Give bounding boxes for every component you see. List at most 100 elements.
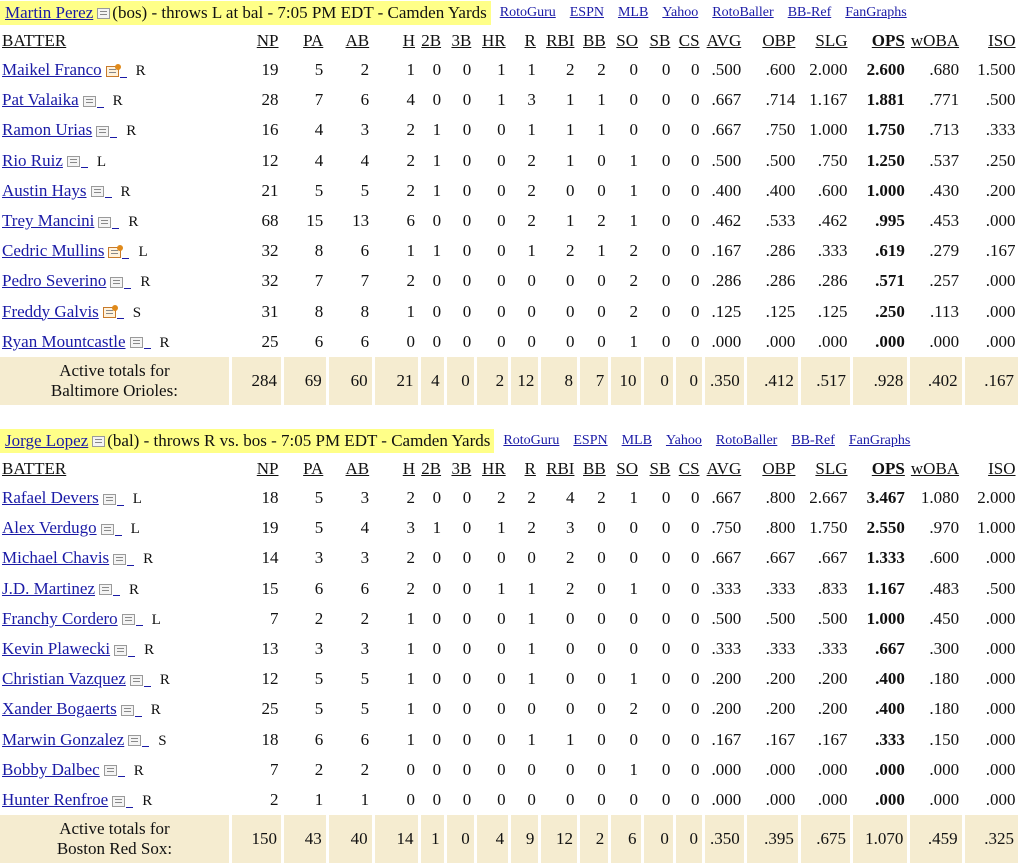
batter-name-link[interactable]: Austin Hays (2, 180, 87, 200)
note-icon[interactable] (92, 435, 106, 447)
column-header-woba[interactable]: wOBA (910, 458, 960, 478)
column-header-woba[interactable]: wOBA (910, 30, 960, 50)
column-header-3b[interactable]: 3B (451, 458, 472, 478)
column-header-rbi[interactable]: RBI (546, 458, 575, 478)
column-header-slg[interactable]: SLG (815, 30, 848, 50)
batter-name-link[interactable]: Bobby Dalbec (2, 759, 100, 779)
batter-name-link[interactable]: Trey Mancini (2, 211, 95, 231)
column-header-obp[interactable]: OBP (762, 30, 796, 50)
link-rotoballer[interactable]: RotoBaller (712, 5, 774, 20)
link-mlb[interactable]: MLB (617, 5, 649, 20)
batter-name-link[interactable]: Xander Bogaerts (2, 699, 117, 719)
news-note-icon[interactable] (105, 63, 121, 77)
batter-name-link[interactable]: Freddy Galvis (2, 301, 99, 321)
note-icon[interactable] (98, 216, 112, 228)
batter-name-link[interactable]: Hunter Renfroe (2, 789, 109, 809)
column-header-cs[interactable]: CS (678, 30, 700, 50)
note-icon[interactable] (113, 554, 127, 566)
column-header-ab[interactable]: AB (345, 458, 370, 478)
note-icon[interactable] (96, 126, 110, 138)
link-yahoo[interactable]: Yahoo (665, 433, 702, 448)
column-header-h[interactable]: H (402, 458, 416, 478)
note-icon[interactable] (66, 156, 80, 168)
note-icon[interactable] (103, 765, 117, 777)
column-header-ops[interactable]: OPS (871, 458, 905, 478)
batter-name-link[interactable]: Rafael Devers (2, 488, 99, 508)
note-icon[interactable] (97, 7, 111, 19)
column-header-ab[interactable]: AB (345, 30, 370, 50)
batter-name-link[interactable]: Alex Verdugo (2, 518, 97, 538)
column-header-ops[interactable]: OPS (871, 30, 905, 50)
news-note-icon[interactable] (102, 305, 118, 319)
column-header-so[interactable]: SO (616, 30, 639, 50)
batter-name-link[interactable]: Marwin Gonzalez (2, 729, 125, 749)
note-icon[interactable] (90, 186, 104, 198)
column-header-2b[interactable]: 2B (421, 458, 442, 478)
batter-name-link[interactable]: Christian Vazquez (2, 669, 126, 689)
note-icon[interactable] (129, 337, 143, 349)
column-header-2b[interactable]: 2B (421, 30, 442, 50)
batter-name-link[interactable]: Kevin Plawecki (2, 639, 111, 659)
column-header-pa[interactable]: PA (303, 458, 324, 478)
link-mlb[interactable]: MLB (621, 433, 652, 448)
batter-name-link[interactable]: Pat Valaika (2, 90, 79, 110)
link-rotoguru[interactable]: RotoGuru (503, 433, 560, 448)
link-bbref[interactable]: BB-Ref (787, 5, 832, 20)
batter-name-link[interactable]: Rio Ruiz (2, 150, 63, 170)
column-header-sb[interactable]: SB (649, 458, 671, 478)
column-header-bb[interactable]: BB (583, 30, 606, 50)
batter-name-link[interactable]: Michael Chavis (2, 548, 110, 568)
column-header-pa[interactable]: PA (303, 30, 324, 50)
batter-name-link[interactable]: J.D. Martinez (2, 578, 96, 598)
column-header-iso[interactable]: ISO (988, 458, 1016, 478)
news-note-icon[interactable] (108, 244, 124, 258)
column-header-avg[interactable]: AVG (706, 30, 742, 50)
link-espn[interactable]: ESPN (573, 433, 608, 448)
batter-name-link[interactable]: Ryan Mountcastle (2, 331, 126, 351)
column-header-bb[interactable]: BB (583, 458, 606, 478)
column-header-rbi[interactable]: RBI (546, 30, 575, 50)
column-header-so[interactable]: SO (616, 458, 639, 478)
column-header-r[interactable]: R (524, 30, 536, 50)
note-icon[interactable] (114, 644, 128, 656)
note-icon[interactable] (128, 735, 142, 747)
pitcher-name-link[interactable]: Jorge Lopez (5, 431, 89, 450)
batter-name-link[interactable]: Pedro Severino (2, 271, 107, 291)
column-header-slg[interactable]: SLG (815, 458, 848, 478)
note-icon[interactable] (112, 795, 126, 807)
batter-name-link[interactable]: Cedric Mullins (2, 241, 105, 261)
note-icon[interactable] (129, 674, 143, 686)
batter-name-link[interactable]: Maikel Franco (2, 60, 102, 80)
column-header-3b[interactable]: 3B (451, 30, 472, 50)
link-bbref[interactable]: BB-Ref (791, 433, 835, 448)
column-header-sb[interactable]: SB (649, 30, 671, 50)
column-header-cs[interactable]: CS (678, 458, 700, 478)
column-header-np[interactable]: NP (256, 458, 279, 478)
pitcher-name-link[interactable]: Martin Perez (5, 3, 94, 22)
column-header-r[interactable]: R (524, 458, 536, 478)
note-icon[interactable] (102, 493, 116, 505)
column-header-obp[interactable]: OBP (762, 458, 796, 478)
link-rotoballer[interactable]: RotoBaller (715, 433, 778, 448)
link-yahoo[interactable]: Yahoo (662, 5, 699, 20)
link-fangraphs[interactable]: FanGraphs (848, 433, 911, 448)
column-header-hr[interactable]: HR (482, 30, 506, 50)
column-header-np[interactable]: NP (256, 30, 279, 50)
note-icon[interactable] (99, 584, 113, 596)
column-header-batter[interactable]: BATTER (2, 30, 67, 50)
column-header-avg[interactable]: AVG (706, 458, 742, 478)
batter-name-link[interactable]: Ramon Urias (2, 120, 93, 140)
column-header-batter[interactable]: BATTER (2, 458, 67, 478)
link-rotoguru[interactable]: RotoGuru (499, 5, 556, 20)
column-header-h[interactable]: H (402, 30, 416, 50)
note-icon[interactable] (110, 277, 124, 288)
note-icon[interactable] (82, 95, 96, 107)
note-icon[interactable] (121, 614, 135, 626)
note-icon[interactable] (100, 523, 114, 535)
link-espn[interactable]: ESPN (569, 5, 604, 20)
note-icon[interactable] (120, 705, 134, 716)
link-fangraphs[interactable]: FanGraphs (845, 5, 907, 20)
column-header-iso[interactable]: ISO (988, 30, 1016, 50)
batter-name-link[interactable]: Franchy Cordero (2, 608, 118, 628)
column-header-hr[interactable]: HR (482, 458, 506, 478)
